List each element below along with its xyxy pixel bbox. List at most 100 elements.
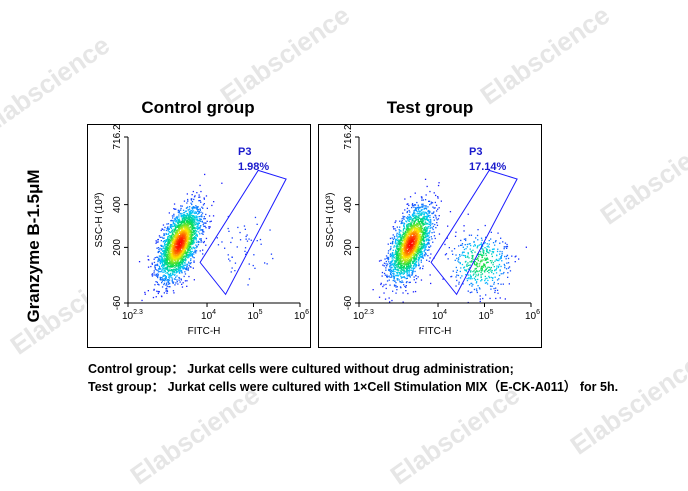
data-point: [394, 264, 395, 265]
data-point: [401, 244, 402, 245]
data-point: [184, 262, 185, 263]
data-point: [181, 240, 182, 241]
data-point: [169, 266, 170, 267]
data-point: [422, 239, 423, 240]
data-point: [156, 291, 157, 292]
data-point: [200, 200, 201, 201]
data-point: [181, 213, 182, 214]
data-point: [413, 252, 414, 253]
data-point: [407, 220, 408, 221]
data-point: [393, 257, 394, 258]
data-point: [427, 236, 428, 237]
data-point: [420, 254, 421, 255]
data-point: [161, 270, 162, 271]
data-point: [194, 234, 195, 235]
data-point: [413, 212, 414, 213]
data-point: [194, 257, 195, 258]
data-point: [232, 267, 233, 268]
data-point: [404, 241, 405, 242]
data-point: [409, 261, 410, 262]
data-point: [148, 267, 149, 268]
data-point: [199, 211, 200, 212]
watermark: Elabscience: [475, 0, 616, 111]
data-point: [160, 256, 161, 257]
data-point: [180, 221, 181, 222]
data-point: [398, 248, 399, 249]
data-point: [415, 258, 416, 259]
data-point: [166, 234, 167, 235]
data-point: [170, 246, 171, 247]
data-point: [141, 300, 142, 301]
data-point: [487, 243, 488, 244]
data-point: [394, 228, 395, 229]
data-point: [422, 244, 423, 245]
data-point: [192, 207, 193, 208]
data-point: [184, 224, 185, 225]
data-point: [169, 235, 170, 236]
data-point: [434, 235, 435, 236]
data-point: [192, 229, 193, 230]
data-point: [183, 265, 184, 266]
data-point: [384, 273, 385, 274]
data-point: [176, 258, 177, 259]
data-point: [421, 197, 422, 198]
data-point: [158, 271, 159, 272]
data-point: [422, 256, 423, 257]
data-point: [425, 222, 426, 223]
data-point: [382, 272, 383, 273]
data-point: [416, 243, 417, 244]
data-point: [199, 238, 200, 239]
data-point: [188, 249, 189, 250]
data-point: [187, 201, 188, 202]
data-point: [408, 238, 409, 239]
data-point: [179, 280, 180, 281]
data-point: [199, 227, 200, 228]
data-point: [472, 257, 473, 258]
data-point: [421, 210, 422, 211]
data-point: [406, 272, 407, 273]
y-tick-label: 716.2: [112, 125, 123, 150]
data-point: [155, 267, 156, 268]
data-point: [492, 280, 493, 281]
data-point: [163, 247, 164, 248]
data-point: [195, 235, 196, 236]
data-point: [413, 216, 414, 217]
data-point: [405, 220, 406, 221]
data-point: [158, 293, 159, 294]
data-point: [411, 242, 412, 243]
data-point: [204, 199, 205, 200]
data-point: [407, 212, 408, 213]
data-point: [508, 268, 509, 269]
data-point: [398, 272, 399, 273]
data-point: [395, 265, 396, 266]
data-point: [424, 255, 425, 256]
data-point: [429, 191, 430, 192]
data-point: [183, 234, 184, 235]
data-point: [183, 230, 184, 231]
data-point: [198, 244, 199, 245]
data-point: [181, 270, 182, 271]
data-point: [399, 241, 400, 242]
data-point: [407, 293, 408, 294]
data-point: [494, 245, 495, 246]
data-point: [417, 213, 418, 214]
data-point: [395, 285, 396, 286]
data-point: [204, 174, 205, 175]
data-point: [178, 234, 179, 235]
data-point: [488, 272, 489, 273]
data-point: [163, 275, 164, 276]
data-point: [190, 258, 191, 259]
data-point: [205, 214, 206, 215]
data-point: [172, 274, 173, 275]
data-point: [504, 264, 505, 265]
data-point: [422, 223, 423, 224]
data-point: [390, 267, 391, 268]
data-point: [467, 262, 468, 263]
data-point: [394, 271, 395, 272]
data-point: [498, 283, 499, 284]
data-point: [174, 265, 175, 266]
data-point: [200, 202, 201, 203]
data-point: [395, 230, 396, 231]
data-point: [420, 239, 421, 240]
data-point: [186, 228, 187, 229]
